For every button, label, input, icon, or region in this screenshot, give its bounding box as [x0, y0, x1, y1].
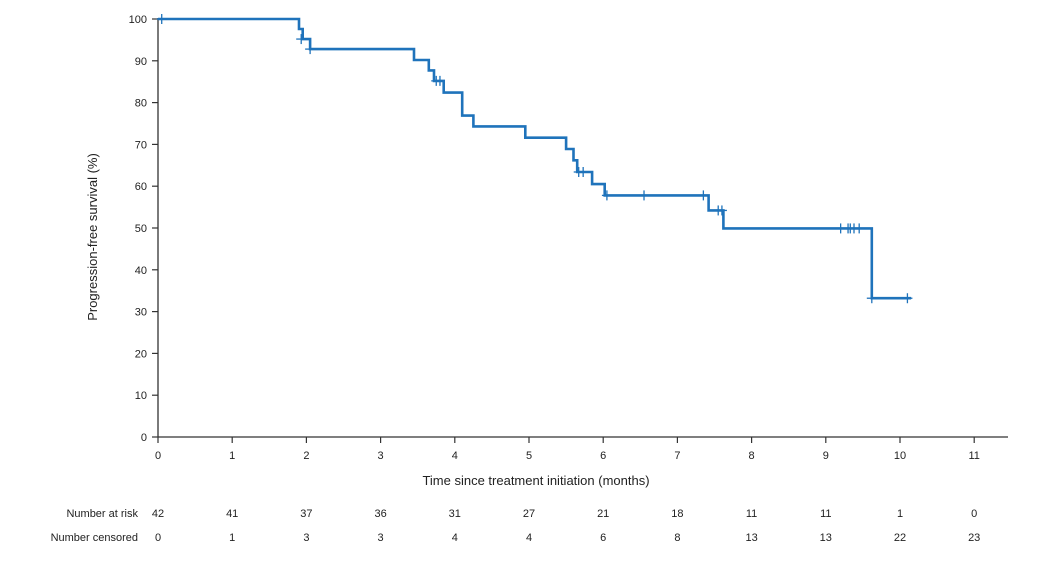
risk-value: 22	[894, 532, 906, 544]
axes	[157, 18, 1008, 438]
risk-value: 37	[300, 508, 312, 520]
risk-value: 27	[523, 508, 535, 520]
y-tick-label: 40	[135, 265, 147, 277]
risk-value: 36	[374, 508, 386, 520]
risk-value: 11	[820, 508, 831, 520]
x-tick-label: 8	[749, 450, 755, 462]
risk-value: 3	[303, 532, 309, 544]
risk-value: 4	[452, 532, 458, 544]
risk-value: 18	[671, 508, 683, 520]
risk-value: 31	[449, 508, 461, 520]
x-tick-label: 5	[526, 450, 532, 462]
censor-mark	[716, 205, 727, 216]
risk-value: 4	[526, 532, 532, 544]
x-tick-label: 11	[968, 450, 979, 462]
y-tick-label: 20	[135, 348, 147, 360]
survival-curve	[158, 17, 912, 300]
risk-value: 3	[378, 532, 384, 544]
censor-mark	[866, 293, 877, 304]
x-tick-label: 4	[452, 450, 458, 462]
x-tick-label: 10	[894, 450, 906, 462]
risk-value: 13	[745, 532, 757, 544]
x-tick-label: 3	[378, 450, 384, 462]
risk-value: 21	[597, 508, 609, 520]
y-tick-label: 80	[135, 98, 147, 110]
y-tick-label: 70	[135, 139, 147, 151]
y-tick-label: 0	[141, 432, 147, 444]
x-tick-label: 0	[155, 450, 161, 462]
risk-table: Number at risk 42 41 37 36 31 27 21 18 11 11 1 0Numb…	[51, 508, 981, 544]
risk-value: 41	[226, 508, 238, 520]
x-tick-label: 2	[303, 450, 309, 462]
y-tick-label: 30	[135, 307, 147, 319]
y-tick-label: 60	[135, 181, 147, 193]
censor-mark	[601, 190, 612, 201]
x-tick-label: 1	[229, 450, 235, 462]
censor-mark	[578, 166, 589, 177]
censor-mark	[639, 190, 650, 201]
y-tick-label: 10	[135, 390, 147, 402]
risk-value: 11	[746, 508, 757, 520]
censor-mark	[698, 190, 709, 201]
x-tick-label: 9	[823, 450, 829, 462]
risk-value: 42	[152, 508, 164, 520]
censor-mark	[305, 44, 316, 55]
x-tick-label: 6	[600, 450, 606, 462]
x-ticks: 0 1 2 3 4 5 6 7 8 9 10 11	[155, 437, 980, 462]
risk-value: 23	[968, 532, 980, 544]
risk-value: 0	[155, 532, 161, 544]
x-tick-label: 7	[674, 450, 680, 462]
y-ticks: 0 10 20 30 40 50 60 70 80 90 100	[129, 14, 158, 444]
y-tick-label: 90	[135, 56, 147, 68]
risk-value: 1	[229, 532, 235, 544]
risk-value: 13	[820, 532, 832, 544]
censor-mark	[902, 293, 913, 304]
risk-value: 1	[897, 508, 903, 520]
survival-step-line	[158, 17, 912, 300]
risk-value: 8	[674, 532, 680, 544]
censor-mark	[854, 223, 865, 234]
risk-value: 6	[600, 532, 606, 544]
x-axis-title: Time since treatment initiation (months)	[422, 473, 649, 488]
censor-mark	[296, 34, 307, 45]
censor-mark	[156, 14, 167, 24]
risk-row-label: Number censored	[51, 532, 138, 544]
censor-mark	[434, 75, 445, 86]
y-tick-label: 100	[129, 14, 147, 26]
censor-marks	[156, 14, 913, 304]
risk-row-label: Number at risk	[66, 508, 138, 520]
risk-value: 0	[971, 508, 977, 520]
y-tick-label: 50	[135, 223, 147, 235]
y-axis-title: Progression-free survival (%)	[85, 153, 100, 321]
